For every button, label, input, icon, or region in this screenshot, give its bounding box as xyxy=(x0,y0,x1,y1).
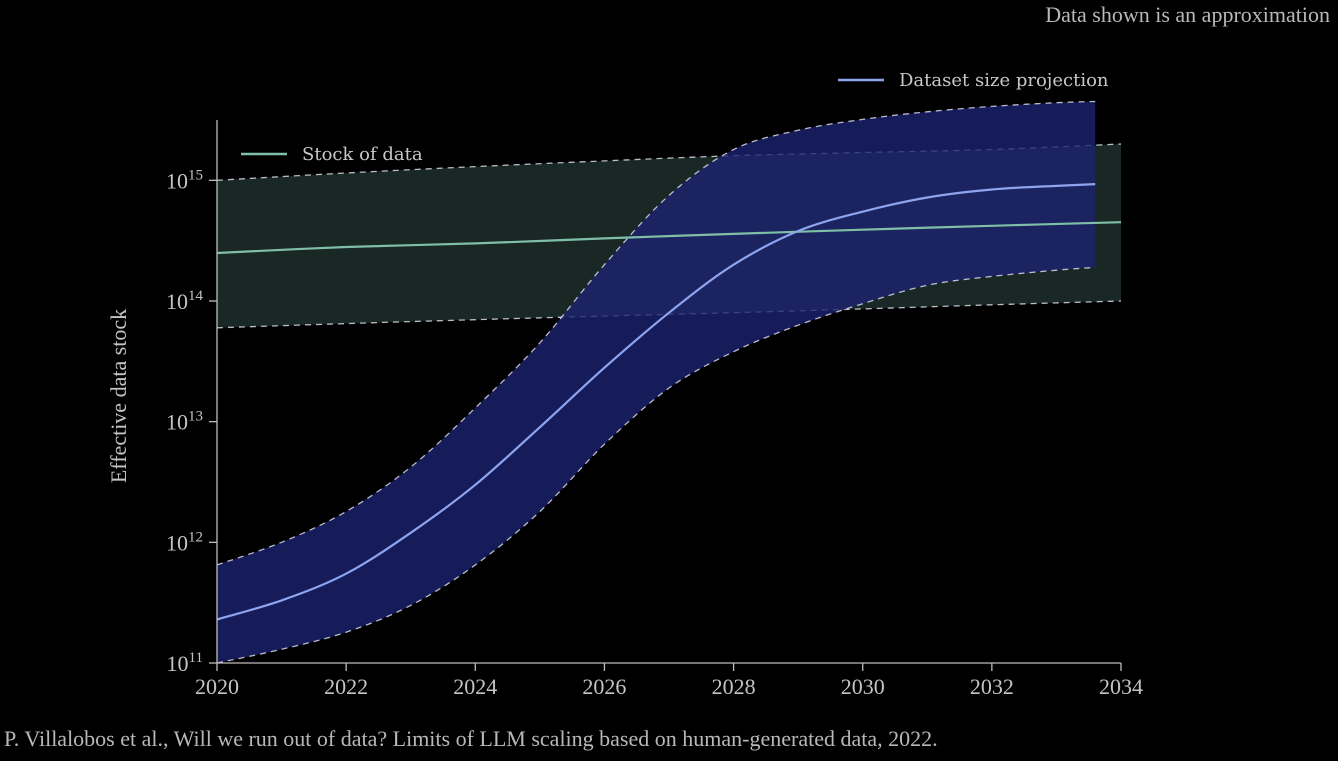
legend: Stock of data Dataset size projection xyxy=(241,70,1109,165)
y-tick-label: 1014 xyxy=(166,288,204,314)
dataset-size-projection-upper-bound xyxy=(216,100,1096,566)
x-tick-label: 2022 xyxy=(324,674,368,699)
y-tick-label: 1011 xyxy=(167,650,203,676)
legend-label: Dataset size projection xyxy=(899,70,1109,91)
dataset-size-projection-lower-bound xyxy=(216,266,1096,664)
citation: P. Villalobos et al., Will we run out of… xyxy=(4,726,938,751)
x-tick-label: 2034 xyxy=(1099,674,1143,699)
y-tick-label: 1013 xyxy=(166,409,203,435)
axes xyxy=(216,120,1121,664)
y-tick-label: 1015 xyxy=(166,167,203,193)
x-tick-label: 2024 xyxy=(453,674,497,699)
x-tick-label: 2032 xyxy=(970,674,1014,699)
legend-label: Stock of data xyxy=(302,144,423,165)
y-axis-label: Effective data stock xyxy=(106,309,131,483)
y-ticks: 1011 1012 1013 1014 1015 xyxy=(166,167,217,676)
confidence-bands xyxy=(216,100,1122,664)
x-ticks: 2020 2022 2024 2026 2028 2030 2032 2034 xyxy=(195,663,1143,699)
series-lines xyxy=(216,183,1122,621)
dataset-size-projection-band xyxy=(217,101,1096,663)
dataset-size-projection-line xyxy=(216,183,1096,621)
x-tick-label: 2020 xyxy=(195,674,239,699)
approximation-note: Data shown is an approximation xyxy=(1045,2,1330,27)
x-tick-label: 2026 xyxy=(582,674,626,699)
x-tick-label: 2030 xyxy=(841,674,885,699)
stock-of-data-line xyxy=(216,221,1122,255)
y-tick-label: 1012 xyxy=(166,529,203,555)
x-tick-label: 2028 xyxy=(712,674,756,699)
